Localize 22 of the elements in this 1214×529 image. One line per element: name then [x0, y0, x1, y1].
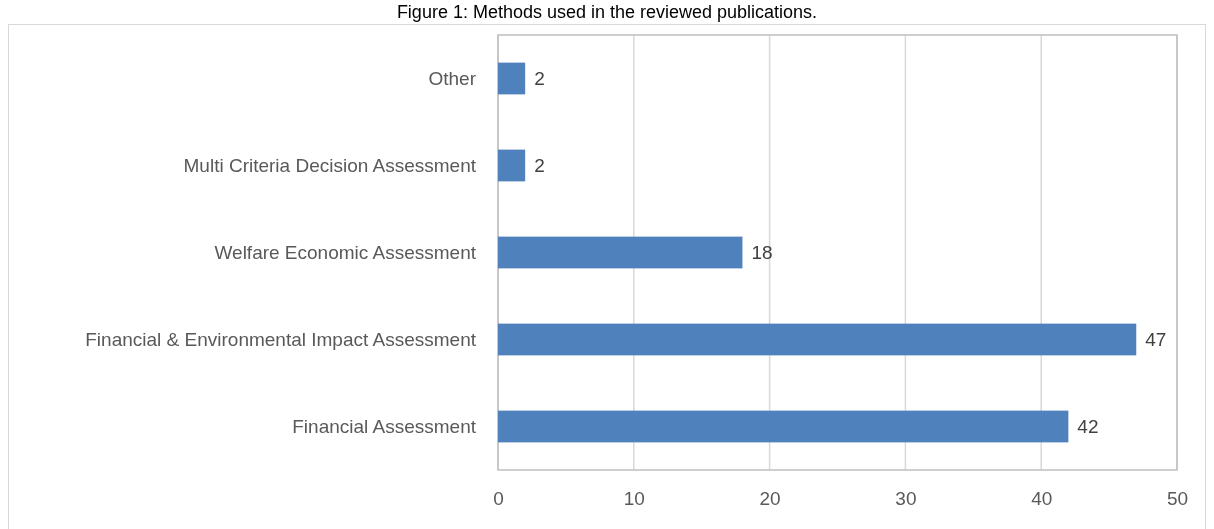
y-tick-label: Other: [428, 67, 477, 89]
bar: [498, 149, 526, 182]
bar: [498, 62, 526, 95]
y-tick-label: Welfare Economic Assessment: [214, 241, 477, 263]
bar: [498, 236, 743, 269]
data-label: 18: [751, 242, 773, 264]
y-tick-label: Multi Criteria Decision Assessment: [183, 154, 477, 176]
data-label: 47: [1145, 329, 1167, 351]
bar: [498, 323, 1137, 356]
chart-title: Figure 1: Methods used in the reviewed publications.: [396, 2, 818, 22]
x-tick-label: 0: [493, 488, 504, 510]
x-tick-label: 40: [1031, 488, 1053, 510]
y-tick-label: Financial & Environmental Impact Assessment: [85, 328, 477, 350]
x-tick-label: 20: [759, 488, 781, 510]
x-tick-label: 10: [623, 488, 645, 510]
y-tick-label: Financial Assessment: [292, 415, 477, 437]
data-label: 2: [534, 68, 545, 90]
x-tick-label: 50: [1166, 488, 1189, 510]
data-label: 2: [534, 155, 545, 177]
data-label: 42: [1077, 416, 1099, 438]
bar: [498, 410, 1069, 443]
x-tick-label: 30: [895, 488, 917, 510]
